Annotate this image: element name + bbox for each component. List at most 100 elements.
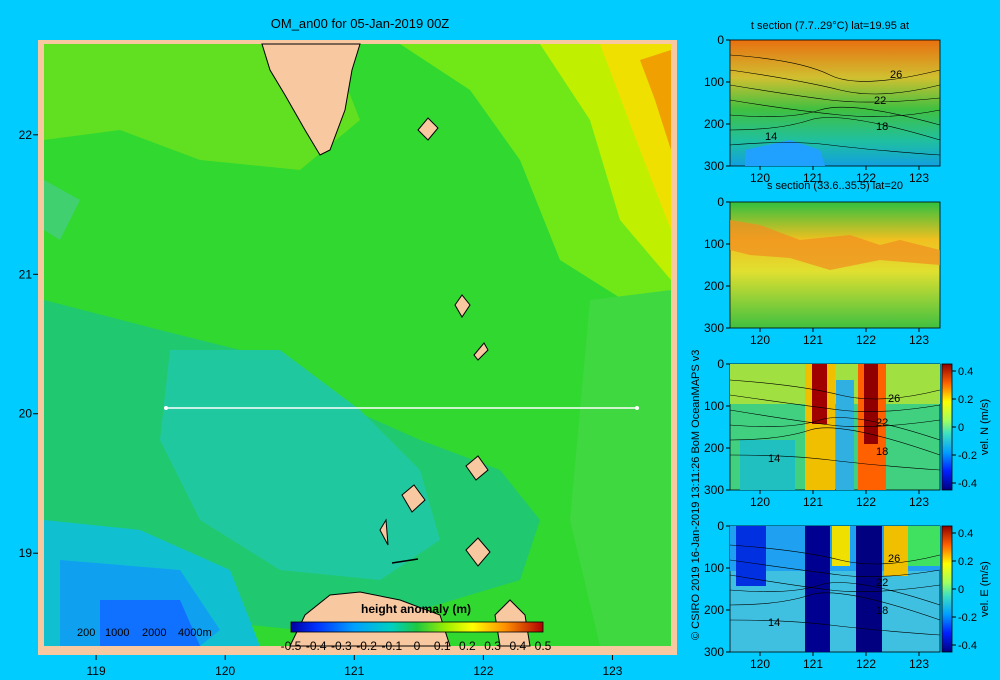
- vel-e-contour-label: 22: [876, 577, 888, 589]
- taiwan-landmass: [261, 43, 361, 156]
- y-tick-label: 19: [19, 546, 33, 560]
- x-tick-label: 122: [473, 664, 493, 678]
- y-tick-label: 20: [19, 407, 33, 421]
- vel-n-panel: 26 22 18 14 0.4 0.2 0 -0.2 -0.4 vel. N (m/s)…: [704, 357, 991, 509]
- vel-n-contours: [729, 379, 941, 471]
- depth-scale-label: 1000: [105, 627, 129, 639]
- y-tick-label: 200: [704, 441, 724, 455]
- x-tick-label: 123: [602, 664, 622, 678]
- colorbar-tick-label: 0.5: [535, 639, 552, 653]
- main-map-title: OM_an00 for 05-Jan-2019 00Z: [271, 16, 450, 31]
- y-tick-label: 200: [704, 603, 724, 617]
- vel-e-contour-label: 14: [768, 617, 780, 629]
- s-section-axes: 120 121 122 123 0 100 200 300: [704, 195, 929, 347]
- t-section-axes: 120 121 122 123 0 100 200 300: [704, 33, 929, 185]
- x-tick-label: 120: [215, 664, 235, 678]
- vel-e-contour-label: 18: [876, 605, 888, 617]
- x-tick-label: 122: [856, 333, 876, 347]
- island: [473, 342, 489, 361]
- main-map-x-axis: 119 120 121 122 123: [87, 655, 623, 678]
- x-tick-label: 122: [856, 171, 876, 185]
- s-section-orange-core: [730, 220, 940, 270]
- y-tick-label: 300: [704, 483, 724, 497]
- x-tick-label: 123: [909, 495, 929, 509]
- colorbar-tick-label: 0.4: [509, 639, 526, 653]
- vel-n-axes: 120 121 122 123 0 100 200 300: [704, 357, 929, 509]
- vel-e-field: [730, 526, 940, 652]
- colorbar-tick-label: -0.5: [281, 639, 302, 653]
- depth-scale-label: 4000m: [178, 627, 212, 639]
- colorbar-label: height anomaly (m): [361, 602, 471, 616]
- x-tick-label: 120: [750, 657, 770, 671]
- x-tick-label: 121: [344, 664, 364, 678]
- island-sliver: [391, 558, 419, 564]
- colorbar-tick-label: -0.2: [958, 612, 977, 624]
- colorbar-tick-label: 0: [958, 422, 964, 434]
- t-contour-label: 26: [890, 69, 902, 81]
- vel-e-colorbar-label: vel. E (m/s): [979, 561, 991, 617]
- y-tick-label: 300: [704, 321, 724, 335]
- colorbar-tick-label: -0.1: [381, 639, 402, 653]
- x-tick-label: 121: [803, 171, 823, 185]
- depth-scale-label: 200: [77, 627, 95, 639]
- y-tick-label: 100: [704, 561, 724, 575]
- vel-e-contour-label: 26: [888, 553, 900, 565]
- vel-e-contours: [729, 544, 941, 636]
- colorbar-tick-label: -0.3: [331, 639, 352, 653]
- x-tick-label: 121: [803, 333, 823, 347]
- colorbar-tick-label: 0.4: [958, 528, 973, 540]
- t-section-panel: t section (7.7..29°C) lat=19.95 at 26 22…: [704, 20, 941, 185]
- t-contour-label: 14: [765, 131, 777, 143]
- colorbar-ticks: -0.5 -0.4 -0.3 -0.2 -0.1 0 0.1 0.2 0.3 0.4 0.5: [281, 639, 552, 653]
- x-tick-label: 123: [909, 333, 929, 347]
- t-section-plot: [729, 39, 941, 167]
- section-line-end: [635, 406, 639, 410]
- luzon-landmass: [289, 591, 451, 647]
- x-tick-label: 121: [803, 657, 823, 671]
- colorbar-ramp: [290, 621, 544, 633]
- colorbar-tick-label: -0.4: [958, 640, 977, 652]
- height-anomaly-colorbar: height anomaly (m) -0.5 -0.4 -0.3 -0.2 -0.1 0…: [281, 602, 552, 653]
- island: [454, 294, 471, 318]
- t-section-blue-patch: [745, 140, 825, 166]
- t-contour-label: 18: [876, 121, 888, 133]
- x-tick-label: 121: [803, 495, 823, 509]
- colorbar-tick-label: 0.1: [434, 639, 451, 653]
- x-tick-label: 123: [909, 171, 929, 185]
- vel-e-colorbar: [941, 525, 953, 653]
- colorbar-tick-label: 0.2: [958, 394, 973, 406]
- y-tick-label: 100: [704, 75, 724, 89]
- y-tick-label: 0: [717, 357, 724, 371]
- vel-e-axes: 120 121 122 123 0 100 200 300: [704, 519, 929, 671]
- colorbar-tick-label: 0.4: [958, 366, 973, 378]
- colorbar-tick-label: 0: [958, 584, 964, 596]
- island: [379, 518, 389, 546]
- x-tick-label: 119: [87, 664, 106, 678]
- x-tick-label: 123: [909, 657, 929, 671]
- y-tick-label: 200: [704, 117, 724, 131]
- vel-e-colorbar-ticks: 0.4 0.2 0 -0.2 -0.4: [952, 528, 977, 652]
- depth-scale: 200 1000 2000 4000m: [77, 627, 212, 639]
- x-tick-label: 120: [750, 333, 770, 347]
- colorbar-tick-label: -0.4: [958, 478, 977, 490]
- island: [417, 117, 439, 141]
- colorbar-tick-label: -0.4: [306, 639, 327, 653]
- depth-scale-label: 2000: [142, 627, 166, 639]
- y-tick-label: 100: [704, 237, 724, 251]
- s-section-panel: s section (33.6..35.5) lat=20 120 121 122 1…: [704, 180, 941, 347]
- colorbar-tick-label: 0.2: [459, 639, 476, 653]
- y-tick-label: 200: [704, 279, 724, 293]
- x-tick-label: 120: [750, 495, 770, 509]
- colorbar-tick-label: -0.2: [958, 450, 977, 462]
- main-map: OM_an00 for 05-Jan-2019 00Z 119 120 121 122…: [19, 16, 677, 678]
- y-tick-label: 0: [717, 33, 724, 47]
- y-tick-label: 300: [704, 159, 724, 173]
- y-tick-label: 0: [717, 195, 724, 209]
- y-tick-label: 100: [704, 399, 724, 413]
- vel-n-contour-label: 18: [876, 446, 888, 458]
- island: [401, 484, 426, 513]
- x-tick-label: 122: [856, 495, 876, 509]
- vel-n-contour-label: 22: [876, 417, 888, 429]
- vel-n-contour-label: 14: [768, 453, 780, 465]
